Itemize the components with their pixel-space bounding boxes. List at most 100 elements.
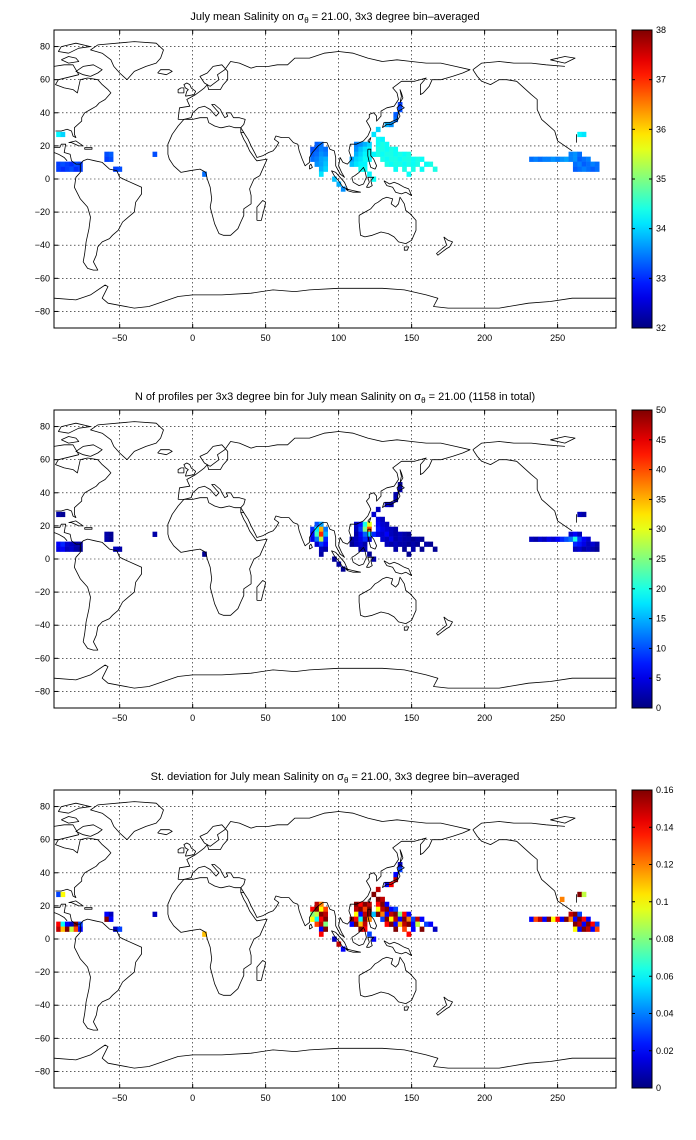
data-bin <box>590 541 596 547</box>
data-bin <box>393 526 399 532</box>
data-bin <box>358 531 364 537</box>
data-bin <box>384 151 390 157</box>
data-bin <box>419 156 425 162</box>
data-bin <box>202 171 207 177</box>
data-bin <box>353 916 359 922</box>
data-bin <box>393 161 399 167</box>
data-bin <box>393 531 399 537</box>
grid-lines <box>54 30 616 328</box>
data-bin <box>380 151 385 157</box>
data-bin <box>318 911 324 917</box>
data-bin <box>384 536 390 542</box>
data-bin <box>564 156 569 162</box>
data-bin <box>371 936 377 942</box>
data-bin <box>318 171 324 177</box>
y-tick-label: 80 <box>40 422 50 432</box>
data-bin <box>318 166 324 172</box>
data-bin <box>314 161 320 167</box>
data-bin <box>318 536 324 542</box>
data-bin <box>314 916 320 922</box>
y-tick-label: 40 <box>40 108 50 118</box>
colorbar-tick-label: 34 <box>656 224 666 234</box>
data-bin <box>568 911 574 917</box>
x-tick-label: 150 <box>404 1093 419 1103</box>
data-bin <box>371 891 377 898</box>
data-bin <box>104 531 110 537</box>
data-bin <box>56 166 61 172</box>
y-tick-label: 20 <box>40 521 50 531</box>
data-bin <box>371 176 377 182</box>
data-bin <box>60 166 66 172</box>
data-bin <box>367 151 372 157</box>
data-bin <box>353 146 359 152</box>
data-bin <box>60 926 66 932</box>
data-bin <box>113 166 118 172</box>
data-bin <box>572 161 578 167</box>
data-bin <box>594 161 600 167</box>
data-bin <box>375 136 381 143</box>
data-bin <box>358 546 364 552</box>
data-bin <box>393 906 399 912</box>
data-bin <box>590 161 596 167</box>
data-bin <box>428 541 434 547</box>
data-bin <box>380 896 385 903</box>
data-bin <box>586 166 591 172</box>
data-bin <box>533 156 539 162</box>
data-bin <box>358 541 364 547</box>
data-bin <box>117 166 123 172</box>
data-bin <box>323 911 329 917</box>
data-bin <box>410 166 416 172</box>
data-bin <box>362 521 368 528</box>
colorbar-tick-label: 0.1 <box>656 897 669 907</box>
x-tick-label: 250 <box>550 713 565 723</box>
data-bin <box>572 546 578 552</box>
grid-lines <box>54 790 616 1088</box>
data-bin <box>402 911 407 917</box>
data-bin <box>69 546 75 552</box>
data-bin <box>533 536 539 542</box>
y-tick-label: 60 <box>40 835 50 845</box>
colorbar-tick-label: 36 <box>656 124 666 134</box>
data-bin <box>406 161 412 167</box>
data-bin <box>406 911 412 917</box>
data-bin <box>590 546 596 552</box>
data-bin <box>551 536 556 542</box>
x-tick-label: 100 <box>331 1093 346 1103</box>
data-bin <box>358 926 364 932</box>
data-bin <box>353 156 359 162</box>
data-bin <box>577 536 582 542</box>
data-bin <box>555 156 561 162</box>
data-bin <box>104 156 110 162</box>
data-bin <box>402 541 407 547</box>
data-bin <box>415 921 420 927</box>
data-bin <box>572 166 578 172</box>
colorbar-tick-label: 0.08 <box>656 934 674 944</box>
data-bin <box>533 916 539 922</box>
data-bin <box>358 911 364 917</box>
data-bin <box>336 561 342 567</box>
data-bin <box>577 921 582 927</box>
x-tick-label: 200 <box>477 713 492 723</box>
data-bin <box>590 921 596 927</box>
data-bin <box>375 901 381 908</box>
data-bin <box>60 131 66 138</box>
data-bin <box>384 916 390 922</box>
data-bin <box>358 161 364 167</box>
colorbar: 0 0.02 0.04 0.06 0.08 0.1 0.12 0.14 0.16 <box>631 785 674 1093</box>
map-panel-1: July mean Salinity on σθ = 21.00, 3x3 de… <box>35 11 666 343</box>
data-bin <box>318 541 324 547</box>
data-bin <box>314 901 320 908</box>
data-bin <box>415 536 420 542</box>
colorbar-tick-label: 33 <box>656 273 666 283</box>
data-bin <box>568 916 574 922</box>
data-bin <box>318 546 324 552</box>
y-tick-label: −40 <box>35 620 50 630</box>
data-bin <box>380 536 385 542</box>
data-bin <box>60 541 66 547</box>
data-bin <box>64 921 70 927</box>
data-bin <box>367 141 372 148</box>
data-bin <box>410 546 416 552</box>
data-bin <box>384 526 390 532</box>
coastline <box>54 41 616 309</box>
x-tick-label: 250 <box>550 333 565 343</box>
